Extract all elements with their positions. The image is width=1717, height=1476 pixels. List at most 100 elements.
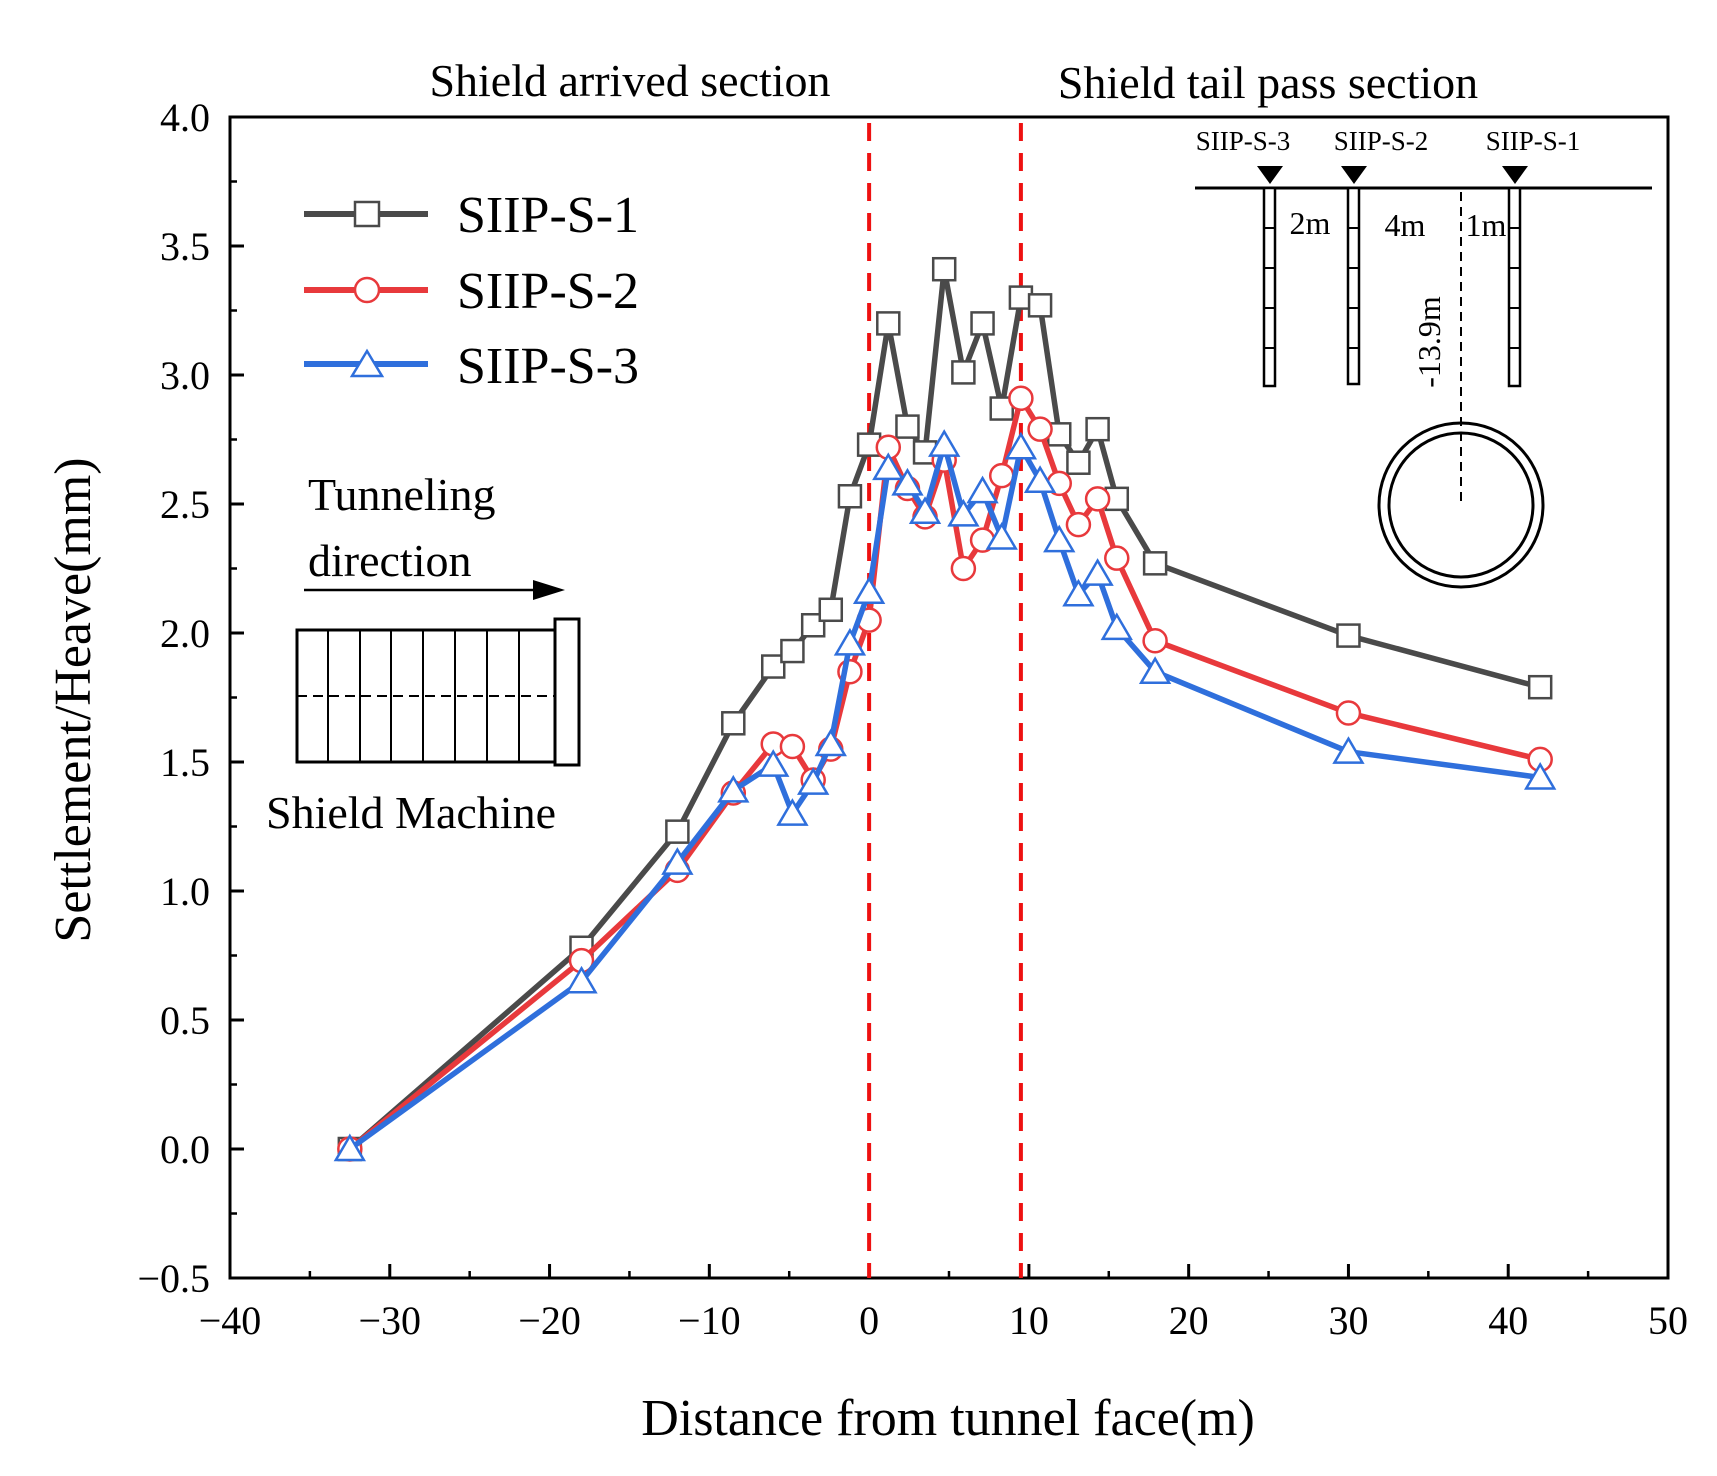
data-series [333,256,1557,1162]
data-point-triangle [908,496,942,524]
data-point-square [760,654,786,679]
x-tick-label: 0 [859,1298,879,1343]
data-point-square [665,819,690,844]
series-2 [337,385,1553,1162]
data-point-circle [988,462,1015,489]
data-point-triangle [757,749,790,777]
data-point-square [837,484,863,509]
legend-label-s2: SIIP-S-2 [457,263,639,320]
legend-item-s3: SIIP-S-3 [304,338,639,395]
inset-marker-2 [1341,166,1367,184]
data-point-triangle [661,847,694,875]
x-tick-label: 10 [1009,1298,1049,1343]
data-point-square [931,256,957,282]
data-point-triangle [833,627,867,656]
inset-marker-label-3: SIIP-S-3 [1196,126,1291,156]
tail-pass-section-label: Shield tail pass section [1058,57,1478,108]
data-point-triangle [928,429,961,457]
series-3 [333,429,1557,1162]
data-point-triangle [814,728,847,757]
y-axis-title: Settlement/Heave(mm) [45,457,102,942]
inset-marker-label-1: SIIP-S-1 [1486,126,1581,156]
data-point-triangle [776,798,809,826]
y-tick-label: 4.0 [160,95,210,140]
data-point-triangle [966,475,999,504]
arrived-section-label: Shield arrived section [429,55,830,106]
y-tick-label: 1.0 [160,869,210,914]
inset-dist-2: 4m [1385,207,1426,243]
inset-pipe-1 [1507,186,1522,388]
inset-marker-1 [1502,166,1528,184]
inset-dist-1: 2m [1290,205,1331,241]
inset-marker-3 [1257,166,1283,184]
legend-marker-triangle [349,348,385,378]
y-tick-label: 2.5 [160,482,210,527]
machine-cutterhead [553,617,581,767]
tunneling-label-line2: direction [308,535,472,586]
data-point-circle [1008,385,1034,411]
legend-label-s1: SIIP-S-1 [457,187,639,244]
legend-item-s2: SIIP-S-2 [304,263,639,320]
x-tick-label: −40 [199,1298,262,1343]
data-point-triangle [717,774,750,803]
data-point-triangle [333,1133,367,1162]
tunneling-label-line1: Tunneling [308,469,495,520]
inset-marker-label-2: SIIP-S-2 [1334,126,1429,156]
data-point-square [1066,450,1091,475]
data-point-circle [1335,700,1362,726]
inset-depth: -13.9m [1411,296,1447,388]
y-tick-label: 0.5 [160,998,210,1043]
inset-tunnel-outer [1377,421,1545,589]
data-point-square [1336,623,1361,648]
data-point-circle [1065,511,1092,538]
data-point-triangle [1023,465,1057,494]
data-point-square [970,311,995,336]
y-tick-label: 1.5 [160,740,210,785]
data-point-triangle [891,467,924,496]
x-axis-title: Distance from tunnel face(m) [641,1390,1255,1447]
direction-arrow-head [533,580,565,600]
axis-ticks: −40 −30 −20 −10 0 10 20 30 40 50 −0.5 0.0 0.5 1.0 1.5 2… [137,95,1688,1343]
data-point-triangle [852,576,886,604]
legend: SIIP-S-1 SIIP-S-2 SIIP-S-3 [304,187,639,395]
data-point-triangle [1332,736,1365,764]
data-point-triangle [1043,524,1076,553]
data-point-square [1027,293,1053,318]
x-tick-label: 30 [1328,1298,1368,1343]
data-point-circle [950,555,977,582]
data-point-triangle [947,498,980,527]
machine-label: Shield Machine [266,787,556,838]
data-point-triangle [1062,578,1095,607]
data-point-square [989,396,1014,421]
legend-label-s3: SIIP-S-3 [457,338,639,395]
inset-pipe-2 [1346,186,1361,386]
data-point-square [951,360,976,385]
reference-lines [867,123,1023,1278]
data-point-square [876,311,901,336]
data-point-square [780,638,805,664]
inset-tunnel-inner [1387,431,1535,579]
y-tick-label: 2.0 [160,611,210,656]
data-point-circle [1104,545,1130,571]
data-point-square [1527,674,1553,700]
data-point-triangle [1081,558,1114,586]
data-point-circle [779,733,806,760]
shield-machine-sketch: Tunneling direction Shield Machine [266,469,581,838]
x-tick-label: −10 [678,1298,741,1343]
data-point-square [895,414,920,439]
x-tick-label: 40 [1488,1298,1528,1343]
y-tick-label: −0.5 [137,1256,210,1301]
data-point-triangle [1138,656,1172,684]
data-point-circle [1142,627,1168,654]
inset-layout: SIIP-S-3 SIIP-S-2 SIIP-S-1 2m 4m 1m -13.… [1195,126,1652,589]
data-point-circle [1027,416,1053,442]
data-point-square [721,711,746,736]
data-point-square [1142,551,1168,576]
data-point-triangle [565,965,598,994]
data-point-triangle [1100,612,1133,641]
legend-item-s1: SIIP-S-1 [304,187,639,244]
x-tick-label: −30 [358,1298,421,1343]
y-tick-label: 3.5 [160,224,210,269]
series-line [348,395,1541,1152]
